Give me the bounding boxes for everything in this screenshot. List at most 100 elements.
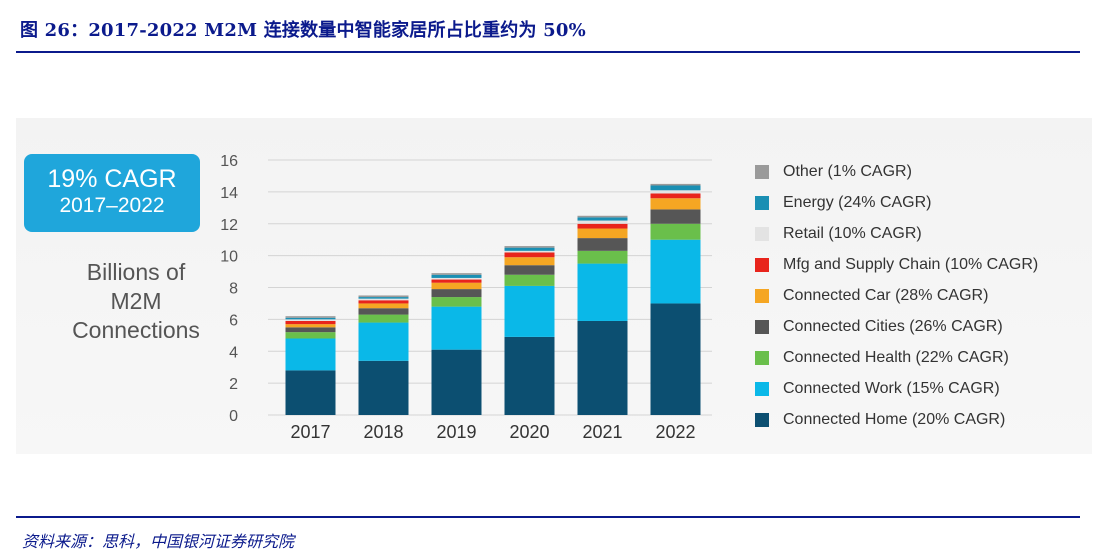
bar-segment (504, 265, 555, 275)
cagr-badge-period: 2017–2022 (59, 194, 165, 217)
y-axis-title-line: Connections (72, 317, 200, 343)
bar-segment (285, 316, 336, 318)
bar-segment (431, 277, 482, 280)
bar-stack-2019 (431, 273, 482, 415)
bar-stack-2022 (650, 183, 701, 415)
bar-segment (504, 252, 555, 258)
bar-segment (285, 317, 336, 320)
bar-segment (358, 297, 409, 299)
legend-item: Energy (24% CAGR) (755, 187, 1038, 218)
legend-label: Mfg and Supply Chain (10% CAGR) (783, 255, 1039, 273)
bar-segment (504, 285, 555, 337)
bar-segment (504, 274, 555, 286)
legend-label: Connected Home (20% CAGR) (783, 410, 1006, 428)
y-tick-label: 8 (229, 281, 238, 298)
bar-segment (285, 319, 336, 321)
y-tick-labels: 0 2 4 6 8 10 12 14 16 (220, 153, 238, 425)
y-axis-title: Billions of M2M Connections (40, 258, 232, 345)
legend-swatch (755, 257, 769, 272)
cagr-badge: 19% CAGR 2017–2022 (24, 154, 200, 232)
legend-label: Connected Work (15% CAGR) (783, 379, 1000, 397)
bar-segment (358, 295, 409, 298)
y-tick-label: 14 (220, 185, 238, 202)
bar-segment (577, 217, 628, 221)
legend-label: Energy (24% CAGR) (783, 193, 932, 211)
x-tick-label: 2018 (363, 422, 403, 442)
bar-segment (504, 336, 555, 415)
legend-label: Other (1% CAGR) (783, 162, 912, 180)
gridlines (268, 159, 712, 416)
legend: Other (1% CAGR) Energy (24% CAGR) Retail (… (755, 156, 1038, 435)
bar-segment (431, 297, 482, 307)
bar-stack-2021 (577, 215, 628, 415)
legend-swatch (755, 164, 769, 179)
bar-segment (285, 324, 336, 328)
legend-item: Connected Work (15% CAGR) (755, 373, 1038, 404)
bars (285, 183, 701, 415)
bar-stack-2018 (358, 295, 409, 415)
legend-item: Retail (10% CAGR) (755, 218, 1038, 249)
bar-segment (650, 303, 701, 415)
bar-segment (358, 314, 409, 323)
bar-segment (577, 215, 628, 218)
legend-swatch (755, 288, 769, 303)
y-axis-title-line: Billions of (86, 259, 186, 285)
bar-segment (285, 338, 336, 371)
bar-segment (358, 308, 409, 315)
legend-swatch (755, 319, 769, 334)
bar-segment (504, 257, 555, 266)
bar-segment (285, 370, 336, 415)
top-rule (16, 51, 1080, 53)
legend-label: Connected Car (28% CAGR) (783, 286, 989, 304)
bar-segment (650, 209, 701, 224)
bar-segment (431, 274, 482, 278)
x-tick-label: 2022 (655, 422, 695, 442)
x-tick-label: 2019 (436, 422, 476, 442)
x-tick-label: 2020 (509, 422, 549, 442)
bar-segment (577, 320, 628, 415)
bar-segment (285, 320, 336, 325)
bar-segment (431, 289, 482, 298)
bar-segment (431, 279, 482, 283)
bar-segment (650, 223, 701, 240)
legend-label: Connected Cities (26% CAGR) (783, 317, 1003, 335)
bar-segment (431, 306, 482, 350)
y-tick-label: 10 (220, 249, 238, 266)
bar-segment (431, 273, 482, 275)
bar-segment (431, 282, 482, 290)
x-tick-label: 2017 (290, 422, 330, 442)
bar-segment (358, 360, 409, 415)
legend-item: Connected Cities (26% CAGR) (755, 311, 1038, 342)
y-tick-label: 12 (220, 217, 238, 234)
legend-swatch (755, 412, 769, 427)
bar-segment (577, 220, 628, 224)
figure-title: 图 26：2017-2022 M2M 连接数量中智能家居所占比重约为 50% (20, 20, 586, 41)
legend-swatch (755, 195, 769, 210)
bar-segment (650, 190, 701, 194)
y-tick-label: 16 (220, 153, 238, 170)
legend-swatch (755, 350, 769, 365)
source-note: 资料来源：思科，中国银河证券研究院 (22, 532, 295, 551)
bar-segment (650, 183, 701, 186)
bar-segment (577, 238, 628, 251)
bar-segment (358, 322, 409, 361)
y-tick-label: 4 (229, 344, 238, 361)
bar-segment (431, 349, 482, 415)
bar-segment (358, 300, 409, 304)
bar-segment (504, 246, 555, 248)
bar-segment (577, 263, 628, 321)
bar-segment (358, 303, 409, 309)
legend-item: Connected Home (20% CAGR) (755, 404, 1038, 435)
bar-segment (285, 327, 336, 333)
legend-item: Other (1% CAGR) (755, 156, 1038, 187)
bar-segment (285, 332, 336, 339)
cagr-badge-rate: 19% CAGR (47, 165, 177, 193)
bar-segment (504, 250, 555, 253)
legend-item: Connected Health (22% CAGR) (755, 342, 1038, 373)
y-tick-label: 2 (229, 376, 238, 393)
bottom-rule (16, 516, 1080, 518)
bar-segment (504, 247, 555, 251)
y-tick-label: 6 (229, 312, 238, 329)
x-tick-label: 2021 (582, 422, 622, 442)
